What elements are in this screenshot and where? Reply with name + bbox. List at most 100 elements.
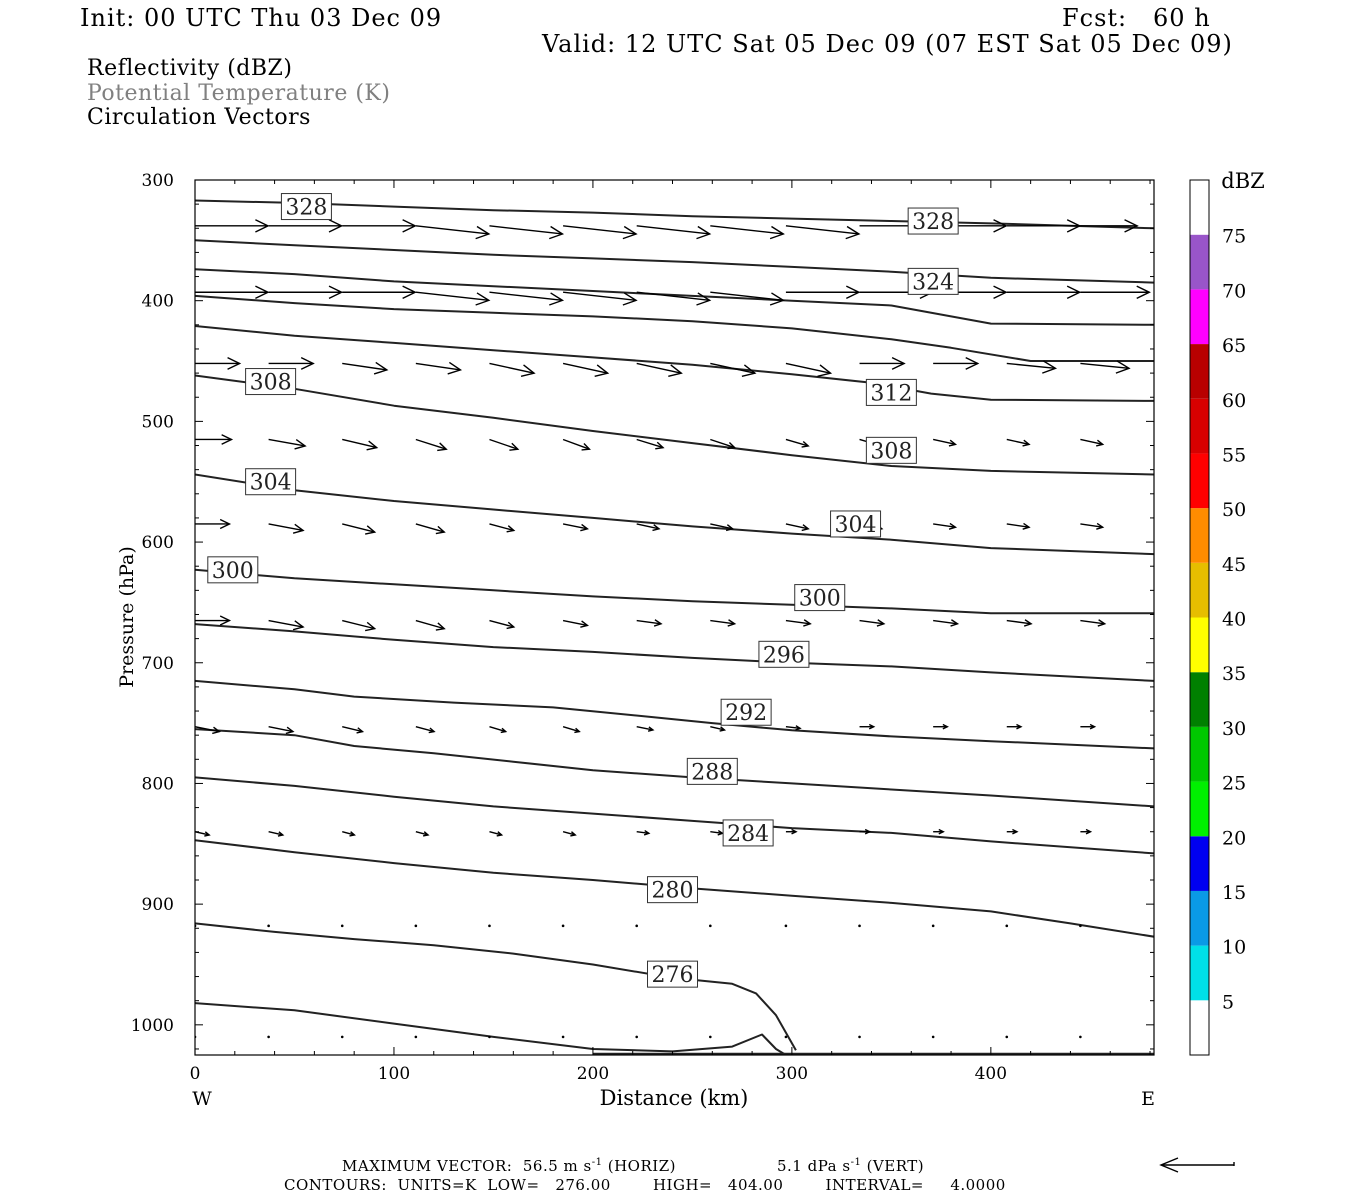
circulation-vector xyxy=(859,723,876,730)
circulation-vector xyxy=(415,523,446,535)
circulation-vector xyxy=(415,225,491,240)
contour-label-box xyxy=(830,510,882,538)
circulation-vector xyxy=(195,219,270,233)
contour-label-box xyxy=(686,757,738,785)
colorbar-segment xyxy=(1190,945,1209,1001)
circulation-vector xyxy=(562,619,589,628)
colorbar-level-label: 65 xyxy=(1222,335,1246,357)
circulation-vector xyxy=(1005,924,1009,928)
circulation-vector xyxy=(488,924,491,928)
colorbar-segment xyxy=(1190,726,1209,782)
y-tick-label: 300 xyxy=(142,171,174,191)
circulation-vector xyxy=(635,924,638,928)
theta-contour-304 xyxy=(195,568,1154,615)
circulation-vector xyxy=(415,291,491,306)
circulation-vector xyxy=(785,828,798,835)
colorbar-level-label: 10 xyxy=(1222,937,1246,959)
colorbar-level-label: 25 xyxy=(1222,773,1246,795)
x-tick-label: 300 xyxy=(776,1064,808,1084)
contour-label: 304 xyxy=(250,471,292,496)
circulation-vector xyxy=(342,285,417,299)
circulation-vector xyxy=(636,523,661,532)
circulation-vector xyxy=(785,285,861,299)
theta-contour-308 xyxy=(195,473,1154,556)
x-tick-label: 100 xyxy=(378,1064,410,1084)
circulation-vector xyxy=(1080,619,1107,627)
contour-label: 304 xyxy=(835,513,877,538)
contour-label-box xyxy=(758,640,810,668)
circulation-vector xyxy=(268,285,344,299)
colorbar-level-label: 55 xyxy=(1222,444,1246,466)
colorbar-level-label: 20 xyxy=(1222,827,1246,849)
colorbar-segment xyxy=(1190,508,1209,563)
contour-label: 288 xyxy=(691,760,733,785)
contour-label-box xyxy=(245,368,297,396)
y-tick-label: 600 xyxy=(142,533,174,553)
colorbar-segment xyxy=(1190,562,1209,618)
circulation-vector xyxy=(489,831,504,837)
circulation-vector xyxy=(859,356,906,370)
colorbar-level-label: 60 xyxy=(1222,390,1246,412)
circulation-vector xyxy=(489,523,516,533)
circulation-vector xyxy=(1006,723,1023,730)
circulation-vector xyxy=(636,726,655,732)
circulation-vector xyxy=(1080,522,1105,530)
contour-label-box xyxy=(245,468,297,496)
theta-contour-300 xyxy=(195,623,1154,682)
contour-label-box xyxy=(907,267,959,295)
circulation-vector xyxy=(489,362,536,377)
circulation-vector xyxy=(636,619,663,627)
y-tick-label: 1000 xyxy=(131,1016,174,1036)
circulation-vector xyxy=(342,438,379,451)
circulation-vector xyxy=(562,438,591,451)
contour-label-box xyxy=(647,960,699,988)
y-tick-label: 500 xyxy=(142,412,174,432)
circulation-vector xyxy=(1080,360,1131,374)
contour-label: 300 xyxy=(212,559,254,584)
colorbar-level-label: 40 xyxy=(1222,609,1246,631)
circulation-vector xyxy=(784,1035,788,1039)
colorbar-segment xyxy=(1190,617,1209,673)
circulation-vector xyxy=(1006,828,1019,835)
circulation-vector xyxy=(710,726,727,732)
contour-label-box xyxy=(865,378,917,406)
circulation-vector xyxy=(785,438,810,448)
circulation-vector xyxy=(267,924,270,928)
legend-reflectivity: Reflectivity (dBZ) xyxy=(87,56,293,81)
circulation-vector xyxy=(636,291,712,306)
circulation-vector xyxy=(415,619,446,631)
init-time: Init: 00 UTC Thu 03 Dec 09 xyxy=(80,4,443,32)
circulation-vector xyxy=(268,219,344,233)
circulation-vector xyxy=(562,362,610,377)
colorbar-segment xyxy=(1190,344,1209,399)
reference-vector-arrow xyxy=(1159,1157,1235,1173)
colorbar-segment xyxy=(1190,836,1209,891)
theta-contour-292 xyxy=(195,728,1154,808)
circulation-vector xyxy=(342,361,389,375)
circulation-vector xyxy=(710,291,785,306)
circulation-vector xyxy=(195,518,232,530)
circulation-vector xyxy=(415,438,448,452)
contour-label: 284 xyxy=(727,822,769,847)
circulation-vector xyxy=(1006,219,1082,233)
circulation-vector xyxy=(268,831,285,837)
circulation-vector xyxy=(1006,360,1058,374)
circulation-vector xyxy=(859,619,886,627)
contour-label: 324 xyxy=(912,270,954,295)
circulation-vector xyxy=(710,830,725,836)
circulation-vector xyxy=(784,924,788,928)
colorbar-level-label: 70 xyxy=(1222,280,1246,302)
circulation-vector xyxy=(710,362,757,377)
colorbar-segment xyxy=(1190,672,1209,727)
circulation-vector xyxy=(710,523,735,532)
circulation-vector xyxy=(563,225,638,240)
contour-label-box xyxy=(865,436,917,464)
circulation-vector xyxy=(342,523,377,535)
circulation-vector xyxy=(489,291,565,306)
colorbar-segment xyxy=(1190,890,1209,946)
y-tick-label: 700 xyxy=(142,654,174,674)
circulation-vector xyxy=(1006,619,1033,627)
circulation-vector xyxy=(710,619,737,627)
x-axis-east-label: E xyxy=(1141,1088,1155,1110)
circulation-vector xyxy=(195,285,270,299)
